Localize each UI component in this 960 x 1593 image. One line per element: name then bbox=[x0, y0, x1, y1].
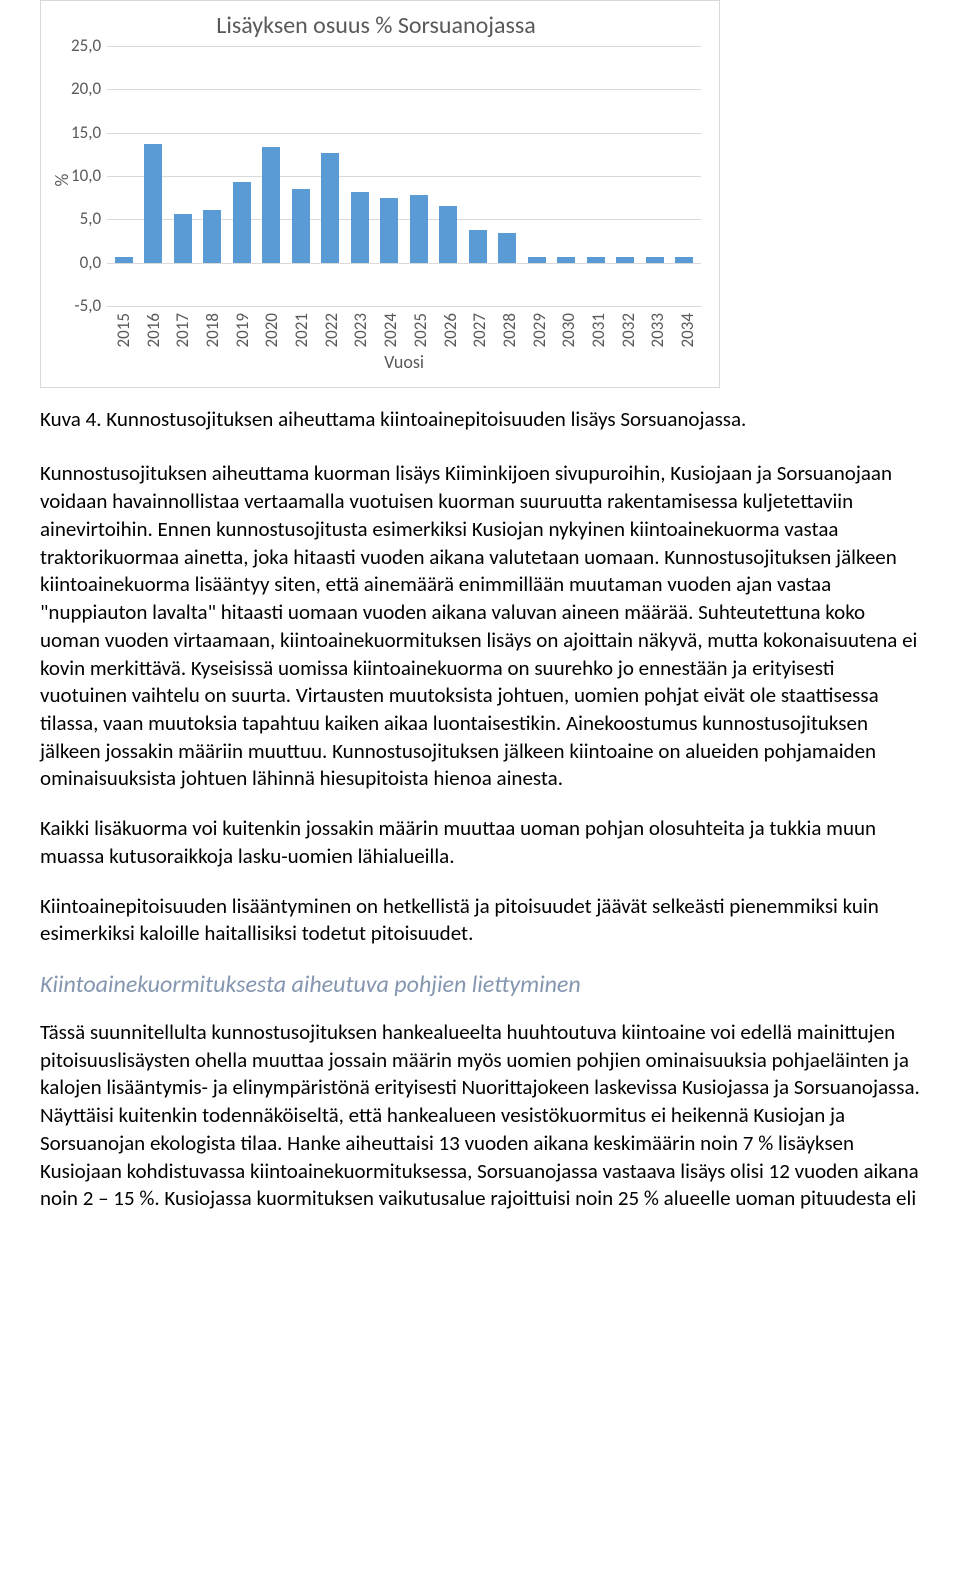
bar bbox=[203, 210, 221, 263]
paragraph-3: Kiintoainepitoisuuden lisääntyminen on h… bbox=[40, 893, 920, 948]
x-tick: 2028 bbox=[499, 313, 517, 347]
paragraph-1: Kunnostusojituksen aiheuttama kuorman li… bbox=[40, 460, 920, 793]
x-tick: 2021 bbox=[291, 313, 309, 347]
x-tick: 2019 bbox=[232, 313, 250, 347]
x-tick: 2018 bbox=[202, 313, 220, 347]
bar bbox=[528, 257, 546, 263]
x-tick: 2016 bbox=[143, 313, 161, 347]
section-subheading: Kiintoainekuormituksesta aiheutuva pohji… bbox=[40, 970, 920, 999]
bar bbox=[675, 257, 693, 262]
bar bbox=[115, 257, 133, 262]
figure-caption: Kuva 4. Kunnostusojituksen aiheuttama ki… bbox=[40, 406, 920, 432]
x-tick: 2033 bbox=[647, 313, 665, 347]
bar bbox=[616, 257, 634, 262]
x-tick: 2023 bbox=[350, 313, 368, 347]
x-axis: 2015 2016 2017 2018 2019 2020 2021 2022 2023 2024… bbox=[107, 307, 701, 347]
chart-container: Lisäyksen osuus % Sorsuanojassa % 25,020… bbox=[40, 0, 720, 388]
bar bbox=[233, 182, 251, 263]
bar bbox=[144, 144, 162, 263]
bar bbox=[174, 214, 192, 263]
bar bbox=[262, 147, 280, 262]
x-tick: 2027 bbox=[469, 313, 487, 347]
x-axis-label: Vuosi bbox=[107, 351, 701, 373]
bar bbox=[351, 192, 369, 262]
bar bbox=[439, 206, 457, 262]
bar bbox=[646, 257, 664, 262]
x-tick: 2030 bbox=[558, 313, 576, 347]
x-tick: 2026 bbox=[440, 313, 458, 347]
x-tick: 2032 bbox=[618, 313, 636, 347]
plot-area bbox=[107, 46, 701, 307]
x-tick: 2031 bbox=[588, 313, 606, 347]
y-axis: 25,020,015,010,05,00,0-5,0 bbox=[71, 46, 107, 306]
x-tick: 2029 bbox=[529, 313, 547, 347]
bar bbox=[469, 230, 487, 263]
x-tick: 2024 bbox=[380, 313, 398, 347]
bars bbox=[107, 46, 701, 306]
bar bbox=[498, 233, 516, 262]
bar bbox=[587, 257, 605, 262]
paragraph-2: Kaikki lisäkuorma voi kuitenkin jossakin… bbox=[40, 815, 920, 870]
y-axis-label: % bbox=[51, 46, 71, 373]
x-tick: 2034 bbox=[677, 313, 695, 347]
chart-body: % 25,020,015,010,05,00,0-5,0 20152016201… bbox=[51, 46, 701, 373]
bar bbox=[410, 195, 428, 263]
bar bbox=[321, 153, 339, 263]
bar bbox=[380, 198, 398, 263]
x-tick: 2015 bbox=[113, 313, 131, 347]
x-tick: 2020 bbox=[261, 313, 279, 347]
bar bbox=[292, 189, 310, 263]
x-tick: 2022 bbox=[321, 313, 339, 347]
chart-title: Lisäyksen osuus % Sorsuanojassa bbox=[51, 11, 701, 40]
x-tick: 2017 bbox=[172, 313, 190, 347]
paragraph-4: Tässä suunnitellulta kunnostusojituksen … bbox=[40, 1019, 920, 1213]
x-tick: 2025 bbox=[410, 313, 428, 347]
bar bbox=[557, 257, 575, 262]
